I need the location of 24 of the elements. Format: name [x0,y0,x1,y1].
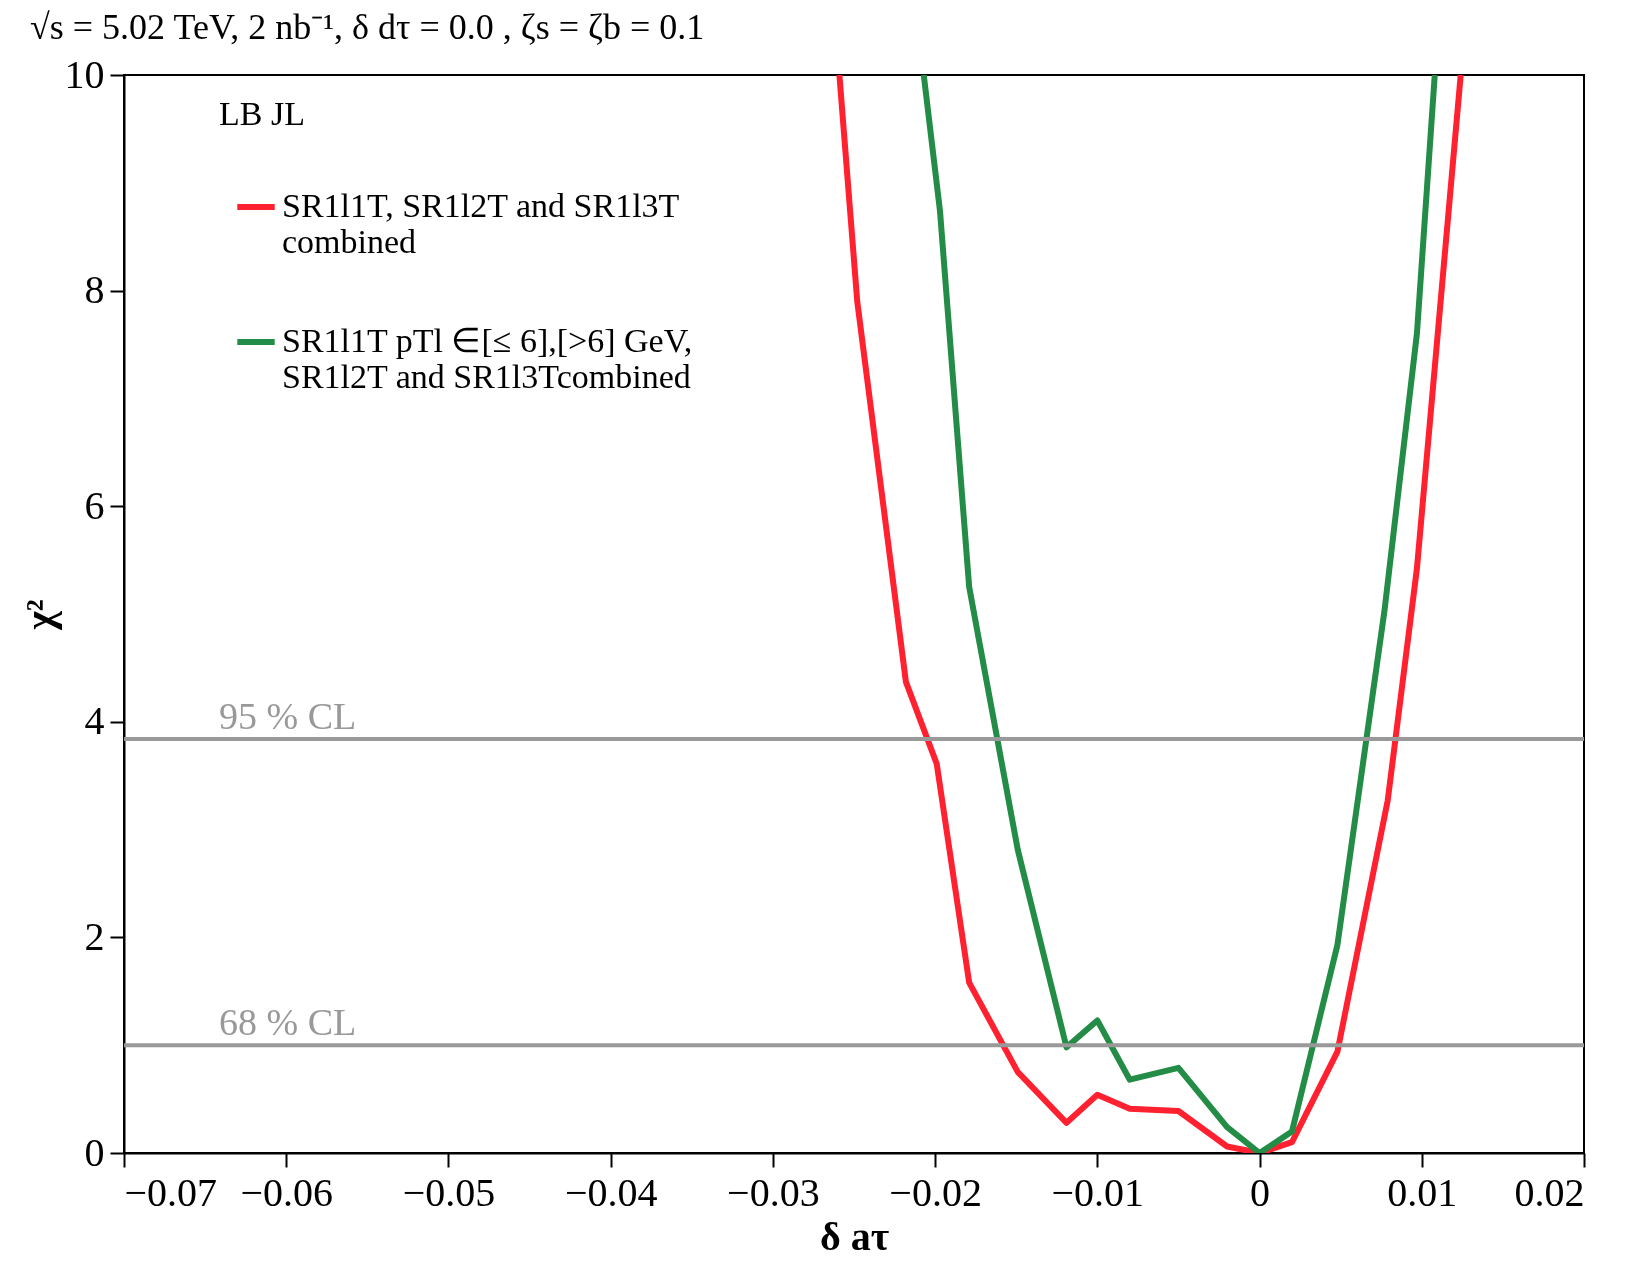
x-tick-label: −0.06 [240,1169,333,1215]
annotation: LB JL [219,95,305,132]
y-tick-label: 2 [84,913,105,959]
y-axis-title: χ² [16,599,62,631]
legend-label: SR1l1T, SR1l2T and SR1l3T combined [282,187,680,260]
x-tick-label: −0.04 [564,1169,658,1215]
x-tick-label: −0.07 [124,1169,218,1215]
y-tick-label: 0 [84,1129,105,1175]
x-tick-label: −0.05 [402,1169,496,1215]
ref-line-label: 68 % CL [219,1001,357,1044]
legend-label: SR1l1T pTl ∈[≤ 6],[>6] GeV, SR1l2T and SR1l3Tcombined [282,322,693,395]
chart-title: √s = 5.02 TeV, 2 nb⁻¹, δ dτ = 0.0 , ζs = ζb = 0.1 [30,7,705,47]
x-tick-label: 0 [1250,1169,1271,1215]
y-tick-label: 6 [84,482,105,528]
x-tick-label: −0.03 [727,1169,820,1215]
x-tick-label: −0.01 [1051,1169,1145,1215]
x-tick-label: 0.01 [1387,1169,1458,1215]
x-axis-title: δ aτ [819,1213,890,1259]
ref-line-label: 95 % CL [219,695,357,738]
x-tick-label: 0.02 [1514,1169,1585,1215]
y-tick-label: 4 [84,698,105,744]
x-tick-label: −0.02 [889,1169,982,1215]
y-tick-label: 10 [64,51,105,97]
y-tick-label: 8 [84,267,105,313]
